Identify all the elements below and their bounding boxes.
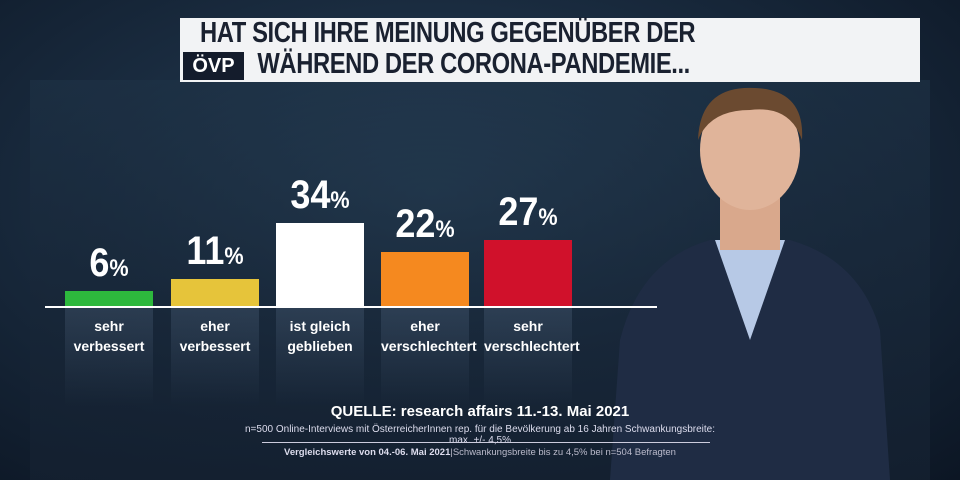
- data-label: 11%: [175, 229, 254, 274]
- category-label-line: geblieben: [287, 338, 353, 354]
- category-label-line: verschlechtert: [381, 338, 477, 354]
- data-label-unit: %: [538, 203, 558, 231]
- category-label-line: verschlechtert: [484, 338, 580, 354]
- page-title: HAT SICH IHRE MEINUNG GEGENÜBER DER WÄHR…: [200, 17, 696, 80]
- category-label-line: verbessert: [179, 338, 251, 354]
- bar: [65, 291, 153, 306]
- source-title: QUELLE: research affairs 11.-13. Mai 202…: [330, 403, 630, 420]
- bar: [276, 222, 364, 306]
- data-label-value: 34: [290, 172, 331, 217]
- comparison-detail: |Schwankungsbreite bis zu 4,5% bei n=504…: [450, 447, 676, 458]
- title-bar: [180, 18, 920, 82]
- category-label-line: verbessert: [73, 338, 145, 354]
- title-line-1: HAT SICH IHRE MEINUNG GEGENÜBER DER: [200, 17, 696, 49]
- bar: [484, 239, 572, 306]
- category-label: sehr verschlechtert: [484, 316, 580, 356]
- data-label: 22%: [385, 202, 464, 247]
- category-label-line: sehr: [513, 318, 543, 334]
- data-label: 34%: [280, 173, 359, 218]
- category-label: sehr verbessert: [65, 316, 153, 356]
- source-divider: [262, 442, 710, 443]
- data-label-value: 11: [186, 229, 225, 274]
- source-methodology: n=500 Online-Interviews mit Österreicher…: [245, 424, 715, 446]
- data-label-unit: %: [109, 255, 129, 283]
- bar-column-shade: [171, 306, 259, 406]
- comparison-note: Vergleichswerte von 04.-06. Mai 2021|Sch…: [240, 447, 720, 458]
- data-label-unit: %: [435, 216, 455, 244]
- category-label-line: ist gleich: [289, 318, 351, 334]
- data-label: 6%: [69, 241, 148, 286]
- politician-photo: [610, 87, 890, 480]
- bar-column-shade: [484, 306, 572, 406]
- bar: [171, 279, 259, 306]
- data-label-unit: %: [330, 186, 350, 214]
- data-label-value: 6: [89, 241, 110, 286]
- title-line-2: WÄHREND DER CORONA-PANDEMIE...: [257, 48, 690, 80]
- bar: [381, 252, 469, 306]
- bar-column-shade: [65, 306, 153, 406]
- data-label-unit: %: [224, 243, 244, 271]
- data-label-value: 27: [498, 189, 539, 234]
- chart-baseline: [45, 306, 657, 308]
- data-label: 27%: [488, 190, 567, 235]
- category-label-line: eher: [410, 318, 440, 334]
- category-label: ist gleich geblieben: [276, 316, 364, 356]
- bar-column-shade: [381, 306, 469, 406]
- category-label: eher verbessert: [171, 316, 259, 356]
- bar-column-shade: [276, 306, 364, 406]
- category-label: eher verschlechtert: [381, 316, 477, 356]
- comparison-date: Vergleichswerte von 04.-06. Mai 2021: [284, 447, 451, 458]
- data-label-value: 22: [395, 202, 436, 247]
- category-label-line: sehr: [94, 318, 124, 334]
- category-label-line: eher: [200, 318, 230, 334]
- party-logo: ÖVP: [183, 52, 244, 80]
